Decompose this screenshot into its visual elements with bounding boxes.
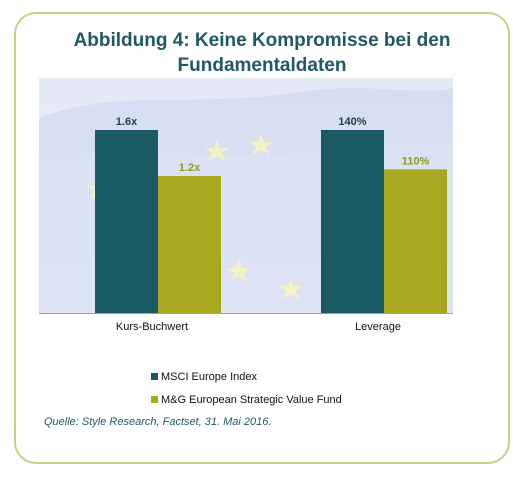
chart-title: Abbildung 4: Keine Kompromisse bei den F… [14,28,510,78]
data-label: 140% [338,116,366,128]
chart-title-text: Abbildung 4: Keine Kompromisse bei den F… [73,30,451,76]
bar-mg-1 [384,169,447,314]
legend-swatch [151,373,158,380]
flag-star [249,134,273,155]
source-note: Quelle: Style Research, Factset, 31. Mai… [44,416,272,428]
bar-chart: 1.6x 1.2x 140% 110% [39,88,453,314]
category-label: Leverage [355,321,401,333]
legend-label: MSCI Europe Index [161,371,257,383]
data-label: 1.2x [179,162,201,174]
flag-star [205,140,229,161]
legend-label: M&G European Strategic Value Fund [161,394,342,406]
data-label: 110% [402,155,430,167]
flag-star [227,260,251,281]
bars-group: 1.6x 1.2x 140% 110% [39,116,453,314]
bar-msci-1 [321,130,384,314]
plot-area: 1.6x 1.2x 140% 110% [39,78,453,314]
category-label: Kurs-Buchwert [115,321,189,333]
bar-mg-0 [158,176,221,314]
legend-item-mg: M&G European Strategic Value Fund [151,394,342,406]
legend-item-msci: MSCI Europe Index [151,371,257,383]
flag-star [279,278,303,299]
bar-msci-0 [95,130,158,314]
data-label: 1.6x [116,116,138,128]
legend-swatch [151,396,158,403]
